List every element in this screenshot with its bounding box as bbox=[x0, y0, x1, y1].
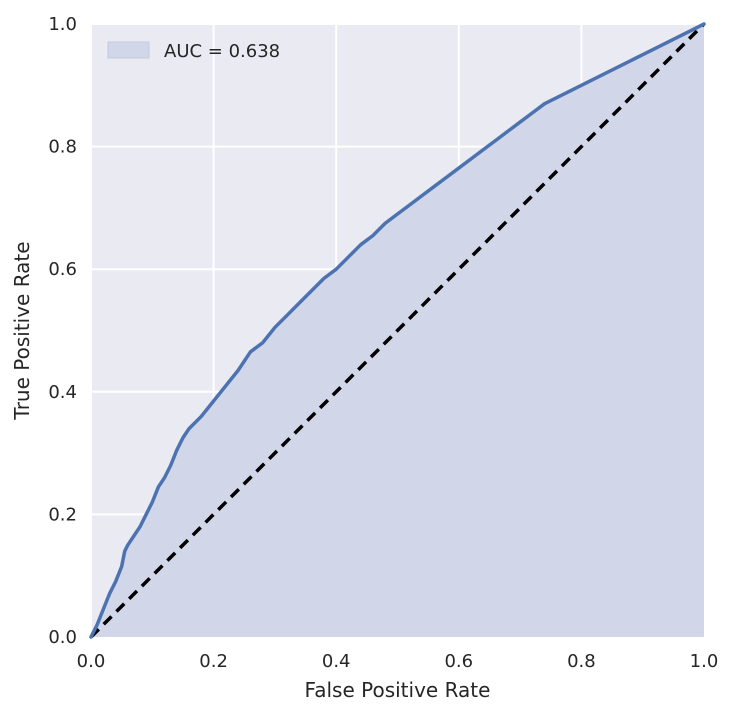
x-axis-label: False Positive Rate bbox=[305, 678, 491, 702]
x-tick-label: 0.4 bbox=[322, 651, 351, 672]
x-tick-label: 0.6 bbox=[444, 651, 473, 672]
x-tick-label: 0.0 bbox=[77, 651, 106, 672]
y-tick-label: 0.8 bbox=[48, 137, 77, 158]
y-tick-label: 0.0 bbox=[48, 627, 77, 648]
y-tick-label: 0.4 bbox=[48, 382, 77, 403]
y-tick-label: 1.0 bbox=[48, 14, 77, 35]
x-tick-label: 0.2 bbox=[199, 651, 228, 672]
chance-diagonal-line bbox=[89, 22, 706, 639]
y-tick-label: 0.6 bbox=[48, 259, 77, 280]
y-axis-label: True Positive Rate bbox=[10, 241, 34, 420]
legend-swatch bbox=[107, 41, 150, 59]
roc-curve-line bbox=[89, 22, 706, 639]
y-tick-label: 0.2 bbox=[48, 504, 77, 525]
x-tick-label: 0.8 bbox=[567, 651, 596, 672]
x-tick-label: 1.0 bbox=[690, 651, 719, 672]
x-axis-ticks: 0.0 0.2 0.4 0.6 0.8 1.0 bbox=[77, 651, 719, 672]
y-axis-ticks: 0.0 0.2 0.4 0.6 0.8 1.0 bbox=[48, 14, 77, 648]
legend: AUC = 0.638 bbox=[107, 41, 280, 62]
legend-label: AUC = 0.638 bbox=[164, 41, 280, 62]
